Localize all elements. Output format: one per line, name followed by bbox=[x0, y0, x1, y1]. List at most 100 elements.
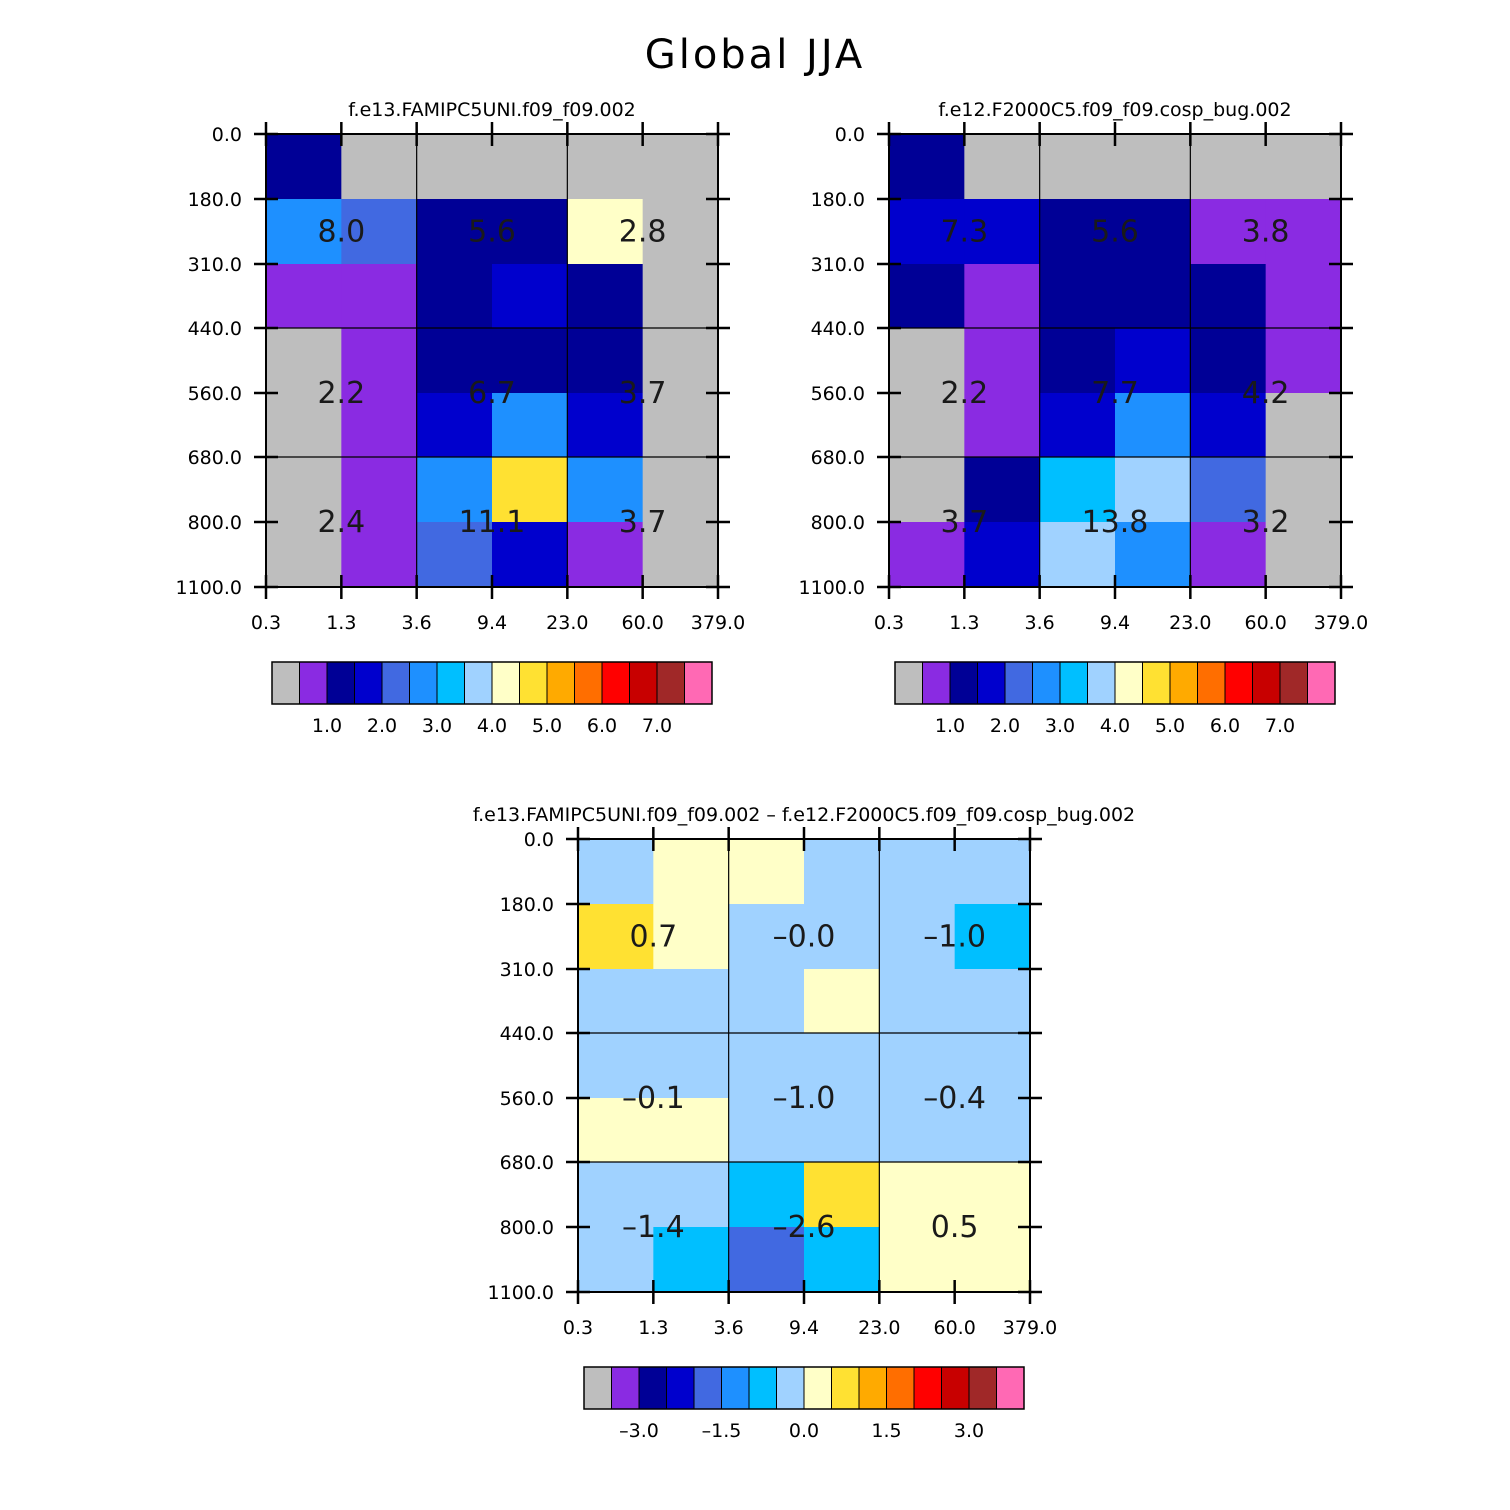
heatmap-cell bbox=[1039, 457, 1116, 523]
heatmap-cell bbox=[642, 199, 719, 265]
colorbar-swatch bbox=[574, 661, 603, 705]
figure-title: Global JJA bbox=[644, 32, 866, 78]
x-tick-label: 379.0 bbox=[1314, 612, 1368, 634]
heatmap-cell bbox=[804, 1098, 880, 1163]
heatmap-cell bbox=[642, 328, 719, 394]
heatmap-cell bbox=[642, 264, 719, 329]
colorbar-label: 2.0 bbox=[990, 715, 1020, 737]
heatmap-cell bbox=[266, 199, 342, 265]
heatmap-cell bbox=[964, 134, 1041, 200]
data-label: 2.2 bbox=[940, 376, 988, 411]
heatmap-cell bbox=[879, 1162, 956, 1228]
colorbar-swatch bbox=[721, 1366, 750, 1410]
heatmap-cell bbox=[954, 969, 1031, 1034]
heatmap-cell bbox=[653, 1162, 730, 1228]
heatmap-cell bbox=[728, 1227, 805, 1293]
heatmap-cell bbox=[578, 904, 654, 970]
heatmap-cell bbox=[1265, 199, 1342, 265]
y-tick-label: 180.0 bbox=[500, 894, 554, 916]
data-label: 2.8 bbox=[619, 215, 667, 250]
colorbar-swatch bbox=[326, 661, 355, 705]
data-label: 8.0 bbox=[317, 215, 365, 250]
heatmap-cell bbox=[728, 839, 805, 905]
data-label: 4.2 bbox=[1242, 376, 1290, 411]
y-tick-label: 440.0 bbox=[811, 318, 865, 340]
heatmap-cell bbox=[804, 969, 880, 1034]
data-label: –0.0 bbox=[773, 920, 836, 955]
heatmap-cell bbox=[1190, 522, 1267, 588]
colorbar-label: –1.5 bbox=[702, 1420, 742, 1442]
heatmap-cell bbox=[492, 134, 568, 200]
heatmap-cell bbox=[567, 522, 644, 588]
heatmap-cell bbox=[416, 134, 493, 200]
heatmap-cell bbox=[1190, 134, 1267, 200]
heatmap-cell bbox=[341, 522, 418, 588]
y-tick-label: 310.0 bbox=[500, 959, 554, 981]
y-tick-label: 1100.0 bbox=[488, 1282, 554, 1304]
colorbar-label: 1.0 bbox=[312, 715, 342, 737]
x-tick-label: 3.6 bbox=[1025, 612, 1055, 634]
y-tick-label: 560.0 bbox=[188, 383, 242, 405]
x-tick-label: 0.3 bbox=[251, 612, 281, 634]
heatmap-cell bbox=[1039, 328, 1116, 394]
colorbar-label: 6.0 bbox=[587, 715, 617, 737]
data-label: 3.2 bbox=[1242, 505, 1290, 540]
heatmap-cell bbox=[804, 1227, 880, 1293]
data-label: 7.3 bbox=[940, 215, 988, 250]
data-label: –1.0 bbox=[773, 1081, 836, 1116]
colorbar-swatch bbox=[519, 661, 548, 705]
heatmap-cell bbox=[567, 264, 644, 329]
heatmap-cell bbox=[889, 457, 965, 523]
x-tick-label: 23.0 bbox=[546, 612, 588, 634]
data-label: 5.6 bbox=[468, 215, 516, 250]
heatmap-cell bbox=[879, 969, 956, 1034]
colorbar-label: 3.0 bbox=[954, 1420, 984, 1442]
y-tick-label: 440.0 bbox=[500, 1023, 554, 1045]
heatmap-cell bbox=[1115, 328, 1191, 394]
colorbar-frame bbox=[583, 1366, 1025, 1410]
heatmap-cell bbox=[567, 457, 644, 523]
heatmap-cell bbox=[804, 904, 880, 970]
heatmap-cell bbox=[889, 328, 965, 394]
x-tick-label: 1.3 bbox=[326, 612, 356, 634]
heatmap-cell bbox=[567, 393, 644, 458]
panel-title: f.e13.FAMIPC5UNI.f09_f09.002 bbox=[348, 99, 636, 121]
heatmap-cell bbox=[889, 134, 965, 200]
heatmap-cell bbox=[1039, 522, 1116, 588]
x-tick-label: 0.3 bbox=[563, 1317, 593, 1339]
colorbar-swatch bbox=[1114, 661, 1143, 705]
y-tick-label: 0.0 bbox=[835, 124, 865, 146]
heatmap-cell bbox=[954, 904, 1031, 970]
heatmap-cell bbox=[653, 1033, 730, 1099]
heatmap-cell bbox=[1265, 457, 1342, 523]
heatmap-cell bbox=[889, 264, 965, 329]
heatmap-cell bbox=[964, 328, 1041, 394]
colorbar-swatch bbox=[1087, 661, 1116, 705]
heatmap-cell bbox=[728, 969, 805, 1034]
colorbar-swatch bbox=[381, 661, 410, 705]
heatmap-cell bbox=[578, 969, 654, 1034]
heatmap-cell bbox=[954, 1033, 1031, 1099]
y-tick-label: 180.0 bbox=[188, 189, 242, 211]
heatmap-cell bbox=[889, 199, 965, 265]
data-label: 11.1 bbox=[459, 505, 526, 540]
heatmap-cell bbox=[492, 199, 568, 265]
heatmap-cell bbox=[416, 393, 493, 458]
x-tick-label: 9.4 bbox=[477, 612, 507, 634]
heatmap-cell bbox=[578, 1098, 654, 1163]
y-tick-label: 560.0 bbox=[811, 383, 865, 405]
heatmap-cell bbox=[954, 839, 1031, 905]
heatmap-cell bbox=[653, 904, 730, 970]
colorbar-swatch bbox=[977, 661, 1006, 705]
x-tick-label: 23.0 bbox=[858, 1317, 900, 1339]
panel-title: f.e13.FAMIPC5UNI.f09_f09.002 – f.e12.F20… bbox=[473, 804, 1135, 826]
data-label: 6.7 bbox=[468, 376, 516, 411]
colorbar-label: 2.0 bbox=[367, 715, 397, 737]
heatmap-cell bbox=[954, 1162, 1031, 1228]
y-tick-label: 0.0 bbox=[212, 124, 242, 146]
heatmap-cell bbox=[879, 1033, 956, 1099]
colorbar-label: 3.0 bbox=[422, 715, 452, 737]
heatmap-cell bbox=[728, 1162, 805, 1228]
heatmap-cell bbox=[266, 457, 342, 523]
